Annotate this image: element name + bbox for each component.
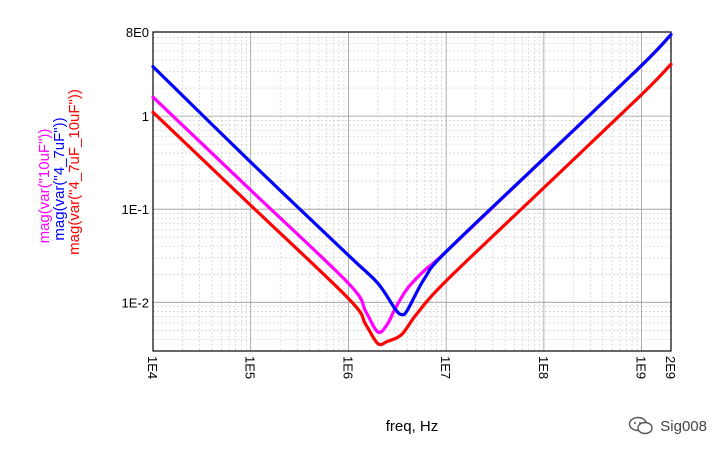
plot-background xyxy=(153,32,671,351)
y-tick-label: 1E-1 xyxy=(122,202,149,217)
y-tick-labels: 8E0 1 1E-1 1E-2 xyxy=(122,25,149,310)
series-line-2 xyxy=(151,33,673,317)
x-tick-label: 2E9 xyxy=(663,356,678,379)
x-tick-label: 1E4 xyxy=(145,356,160,379)
y-tick-label: 1E-2 xyxy=(122,295,149,310)
x-tick-label: 1E9 xyxy=(634,356,649,379)
legend-entry-2: mag(var("4_7uF")) xyxy=(51,117,68,240)
x-tick-label: 1E5 xyxy=(243,356,258,379)
x-tick-label: 1E6 xyxy=(340,356,355,379)
x-tick-labels: 1E4 1E5 1E6 1E7 1E8 1E9 2E9 xyxy=(145,356,678,379)
wechat-icon xyxy=(629,416,653,435)
x-tick-label: 1E7 xyxy=(438,356,453,379)
legend-entry-1: mag(var("10uF")) xyxy=(36,129,53,244)
legend: mag(var("10uF"))mag(var("4_7uF"))mag(var… xyxy=(36,89,83,255)
y-tick-label: 1 xyxy=(142,109,149,124)
legend-entry-3: mag(var("4_7uF_10uF")) xyxy=(66,89,83,255)
plot-frame xyxy=(152,31,672,352)
y-tick-label: 8E0 xyxy=(126,25,149,40)
series-line-3 xyxy=(151,62,673,347)
watermark: Sig008 xyxy=(628,416,707,436)
x-tick-label: 1E8 xyxy=(536,356,551,379)
x-axis-title: freq, Hz xyxy=(386,418,439,435)
series-layer xyxy=(151,33,673,347)
watermark-text: Sig008 xyxy=(660,417,707,435)
